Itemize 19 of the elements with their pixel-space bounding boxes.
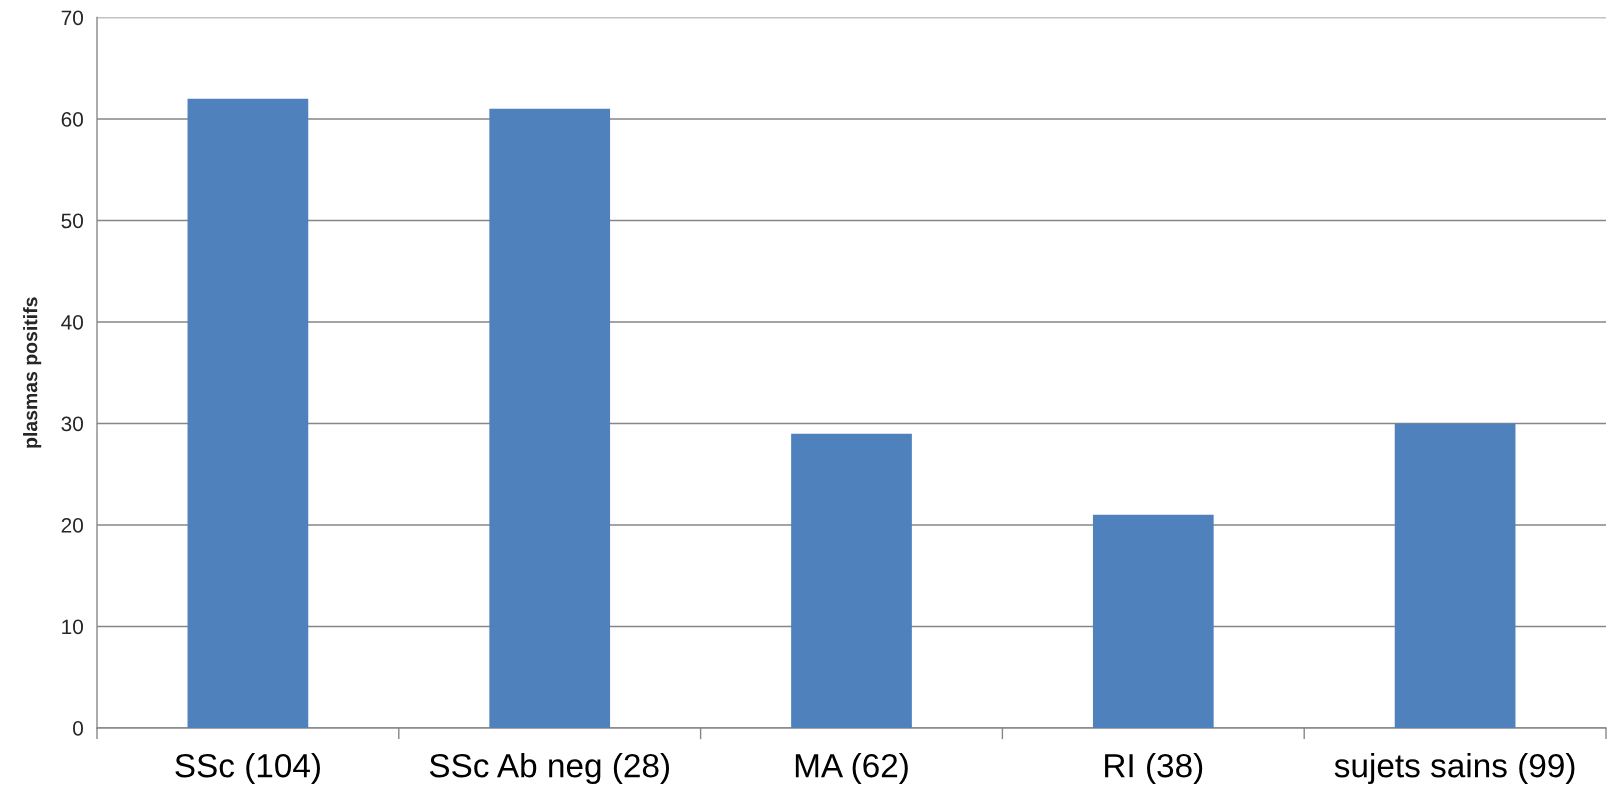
y-tick-label: 50 [61, 213, 83, 229]
y-tick-label: 40 [61, 315, 83, 330]
bar [1394, 423, 1516, 728]
y-tick-label: 60 [61, 112, 83, 127]
x-tick-label: SSc Ab neg (28) [429, 753, 670, 785]
y-tick-label: 70 [61, 10, 83, 26]
bar [1092, 514, 1214, 728]
x-tick-label: sujets sains (99) [1334, 753, 1575, 785]
x-tick-label: RI (38) [1105, 753, 1203, 785]
y-axis-title: plasmas positifs [23, 297, 42, 448]
x-tick-label: SSc (104) [175, 753, 320, 785]
bar [791, 433, 912, 728]
x-tick-label: MA (62) [795, 753, 908, 785]
y-tick-label: 30 [61, 416, 83, 432]
bar [489, 108, 611, 728]
y-tick-label: 0 [73, 721, 83, 736]
y-tick-label: 10 [62, 619, 83, 635]
y-tick-label: 20 [61, 518, 83, 533]
bar [187, 98, 309, 728]
